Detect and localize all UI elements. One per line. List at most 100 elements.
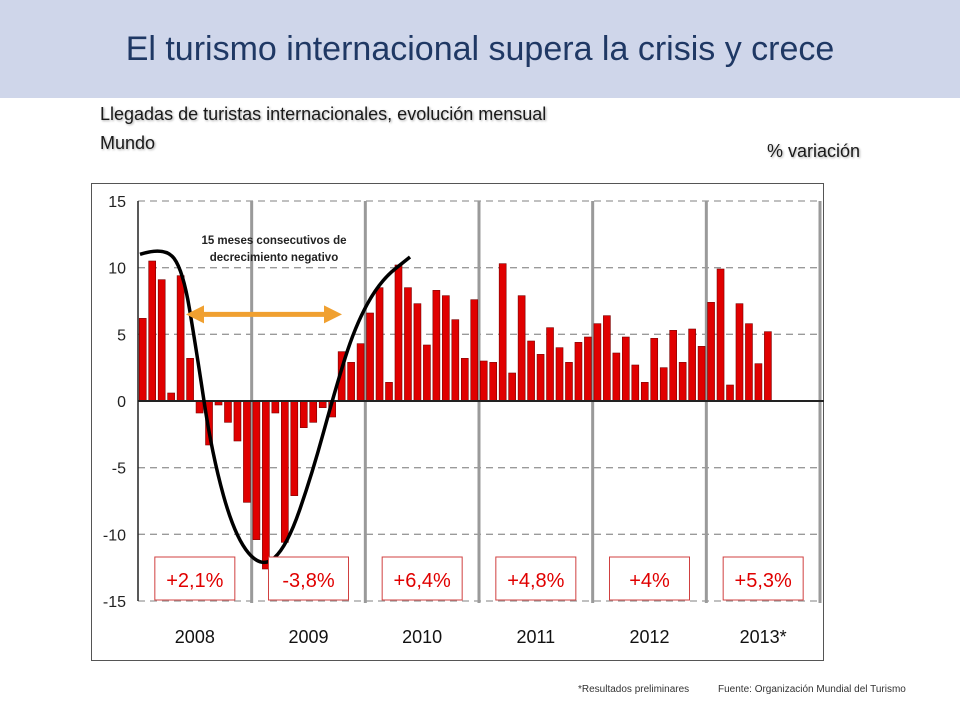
bar — [224, 400, 232, 423]
bar — [233, 400, 242, 442]
span-arrow-head-right — [324, 305, 342, 324]
bar — [356, 343, 365, 402]
span-arrow-head-left — [186, 305, 204, 324]
x-tick-label: 2009 — [288, 627, 328, 647]
bar — [442, 295, 450, 402]
bar — [309, 400, 318, 423]
bar — [281, 400, 289, 543]
year-change-label: +6,4% — [394, 570, 451, 592]
bar — [148, 260, 157, 402]
bar — [631, 364, 640, 402]
y-tick-label: 10 — [108, 261, 126, 278]
x-tick-label: 2012 — [629, 627, 669, 647]
unit-label: % variación — [766, 141, 860, 161]
bar — [697, 346, 706, 402]
y-tick-label: 15 — [108, 194, 126, 211]
bar — [423, 344, 431, 402]
bar — [640, 382, 649, 402]
bar — [612, 352, 621, 402]
bar — [546, 327, 554, 402]
year-change-label: -3,8% — [282, 570, 334, 592]
bar — [565, 362, 573, 402]
annotation-line: 15 meses consecutivos de — [201, 235, 346, 247]
bar — [195, 400, 204, 414]
year-change-label: +4% — [629, 570, 670, 592]
x-tick-label: 2013* — [740, 627, 787, 647]
chart-region-label: Mundo — [100, 133, 156, 153]
bar — [176, 275, 185, 402]
bar — [707, 302, 715, 402]
bar — [271, 400, 280, 414]
y-tick-label: 0 — [117, 394, 126, 411]
y-tick-label: -15 — [103, 594, 126, 611]
bar — [186, 358, 194, 402]
bar — [470, 299, 479, 402]
year-change-label: +5,3% — [735, 570, 792, 592]
bar — [404, 287, 412, 402]
bar — [394, 264, 403, 402]
footnote-preliminary: *Resultados preliminares — [578, 684, 690, 695]
bar — [243, 400, 251, 503]
bar — [574, 342, 583, 402]
bar — [451, 319, 460, 402]
bar — [489, 362, 498, 402]
bar — [536, 354, 545, 402]
bar — [157, 279, 166, 402]
bar — [252, 400, 261, 540]
year-change-box — [609, 556, 690, 601]
title-band — [0, 0, 960, 98]
chart-subtitle: Llegadas de turistas internacionales, ev… — [100, 104, 547, 124]
bar — [678, 362, 687, 402]
bar — [262, 400, 270, 570]
x-tick-label: 2008 — [175, 627, 215, 647]
bar — [764, 331, 772, 402]
bar — [716, 268, 725, 402]
bar — [754, 363, 763, 402]
bar — [726, 384, 734, 402]
year-change-label: +2,1% — [166, 570, 223, 592]
bar — [745, 323, 753, 402]
bar — [603, 315, 611, 402]
bar — [508, 372, 516, 402]
bar — [555, 347, 564, 402]
bar — [432, 290, 441, 402]
year-change-label: +4,8% — [507, 570, 564, 592]
page-title: El turismo internacional supera la crisi… — [125, 30, 835, 68]
year-change-box — [722, 556, 804, 601]
y-tick-label: -10 — [103, 527, 126, 544]
bar — [593, 323, 602, 402]
bar — [375, 287, 384, 402]
bar — [527, 340, 535, 402]
bar — [385, 382, 393, 402]
y-tick-label: 5 — [117, 327, 126, 344]
bar — [622, 336, 630, 402]
bar — [460, 358, 469, 402]
bar — [498, 263, 507, 402]
bar — [735, 303, 744, 402]
bar — [290, 400, 299, 496]
bar — [688, 328, 696, 402]
bar — [138, 318, 147, 402]
year-change-box — [495, 556, 577, 601]
bar — [413, 303, 422, 402]
bar — [669, 330, 677, 402]
bar — [167, 392, 175, 402]
bar — [517, 295, 526, 402]
x-tick-label: 2010 — [402, 627, 442, 647]
year-change-box — [154, 556, 236, 601]
bar — [366, 312, 374, 402]
bar — [299, 400, 308, 428]
annotation-text: 15 meses consecutivos de decrecimiento ne… — [201, 235, 346, 264]
annotation-line: decrecimiento negativo — [210, 252, 338, 264]
year-change-box — [381, 556, 463, 601]
bar — [479, 360, 488, 402]
bar — [347, 362, 355, 402]
bar — [650, 338, 659, 402]
footnote-source: Fuente: Organización Mundial del Turismo — [718, 684, 906, 695]
y-tick-label: -5 — [112, 461, 126, 478]
bar — [584, 336, 592, 402]
year-change-box — [268, 556, 349, 601]
x-tick-label: 2011 — [516, 627, 555, 647]
bar — [659, 367, 668, 402]
